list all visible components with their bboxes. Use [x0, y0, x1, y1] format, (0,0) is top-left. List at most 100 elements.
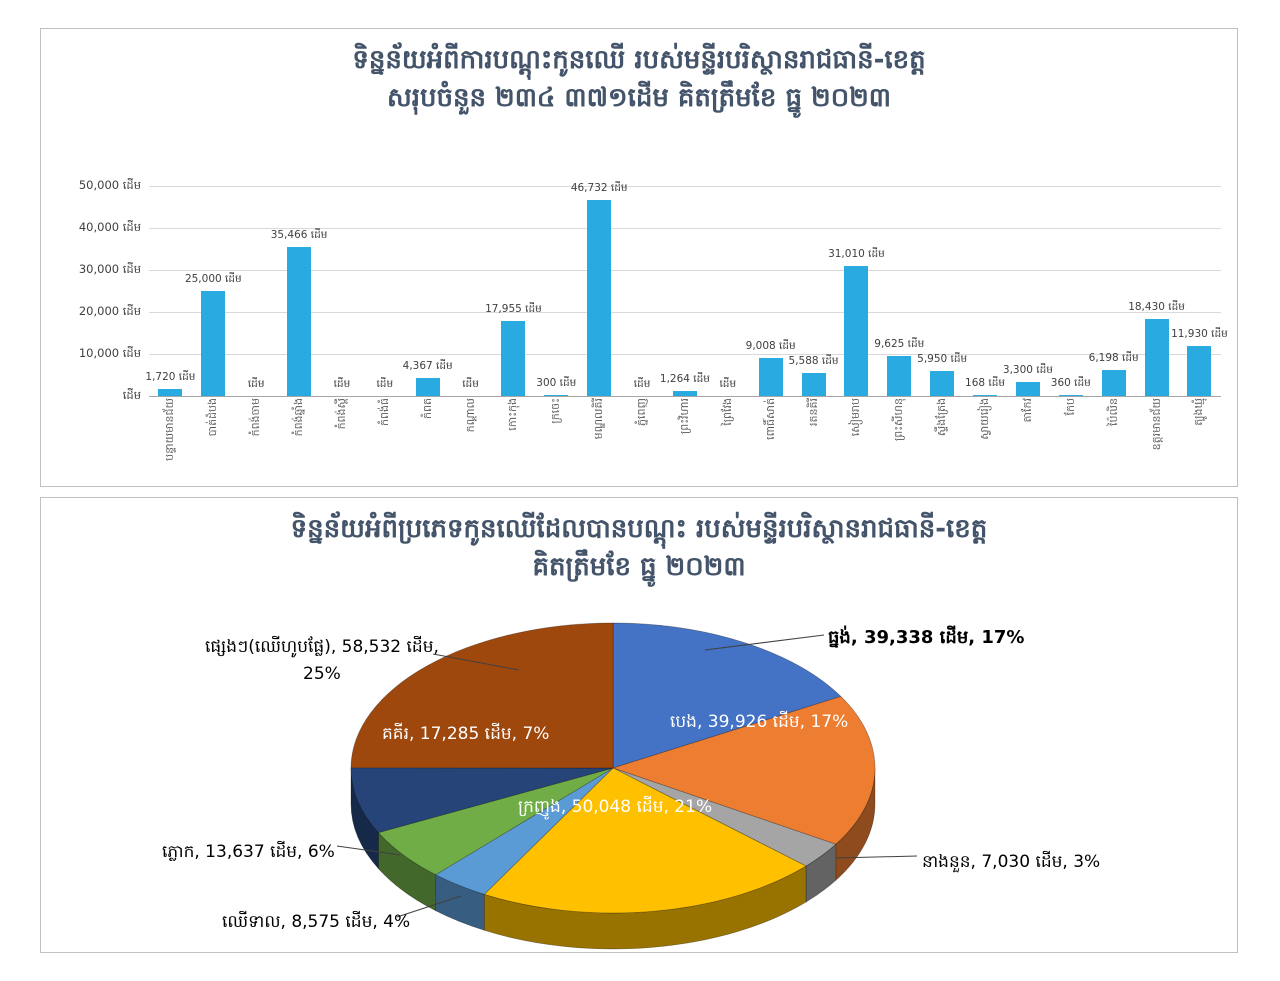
y-tick-label: 10,000 ដើម [78, 346, 141, 360]
y-tick-label: ដើម [122, 388, 141, 402]
bar-value-label: 5,588 ដើម [788, 354, 839, 367]
bar-value-label: 17,955 ដើម [485, 302, 542, 315]
bar-column: ដើម [363, 186, 406, 396]
bar-value-label: 11,930 ដើម [1171, 327, 1228, 340]
pie-slice [612, 622, 842, 769]
y-tick-label: 40,000 ដើម [78, 220, 141, 234]
bar-column: 6,198 ដើម [1089, 186, 1139, 396]
pie-slice [377, 767, 614, 876]
bar-chart-plot: 1,720 ដើម 25,000 ដើម ដើម 35,466 ដើម ដើម ដើម 4,… [145, 182, 1228, 486]
bar-column: 18,430 ដើម [1128, 186, 1185, 396]
x-axis-label: សៀមរាប [849, 398, 863, 437]
x-axis-label: បាត់ដំបង [206, 398, 220, 437]
x-axis-label: ព្រះសីហនុ [892, 398, 906, 442]
bar [973, 395, 998, 396]
bar-column: 1,720 ដើម [145, 186, 195, 396]
x-axis-label: កំពង់ធំ [377, 398, 391, 426]
bar [1015, 382, 1040, 396]
leader-line [336, 845, 401, 856]
pie-slice [612, 767, 837, 867]
x-axis-label: កោះកុង [506, 398, 520, 431]
bar-column: 1,264 ដើម [660, 186, 710, 396]
bar-value-label: 5,950 ដើម [917, 353, 968, 366]
pie-3d-graphic [336, 622, 918, 950]
gridline [149, 396, 1221, 397]
bar-column: 3,300 ដើម [1003, 186, 1053, 396]
leader-line [432, 653, 520, 671]
pie-chart-title: ទិន្នន័យអំពីប្រភេទកូនឈើដែលបានបណ្ដុះ របស់… [290, 514, 988, 544]
bar-column: ដើម [621, 186, 664, 396]
bar-column: 300 ដើម [535, 186, 578, 396]
bar-column: 168 ដើម [964, 186, 1007, 396]
bar-column: 5,588 ដើម [789, 186, 839, 396]
leader-line [835, 855, 918, 859]
bar-column: 11,930 ដើម [1171, 186, 1228, 396]
x-axis-label: កែប [1063, 398, 1077, 416]
x-axis-label: ភ្នំពេញ [635, 398, 649, 426]
bar-value-label: 9,625 ដើម [874, 337, 925, 350]
bar-value-label: 35,466 ដើម [270, 229, 328, 242]
x-axis-label: មណ្ឌលគិរី [592, 398, 606, 440]
y-tick-label: 20,000 ដើម [78, 304, 141, 318]
pie-chart-subtitle: គិតត្រឹមខែ ធ្នូ ២០២៣ [532, 552, 746, 582]
bar-value-label: 25,000 ដើម [184, 273, 242, 285]
bar [1187, 345, 1212, 396]
bar-column: ដើម [706, 186, 749, 396]
bar-value-label: ដើម [247, 378, 265, 390]
x-axis-label: ស្ទឹងត្រែង [935, 398, 949, 437]
x-axis-label: ស្វាយរៀង [978, 398, 992, 440]
x-axis-label: កំពត [420, 398, 434, 419]
bar-value-label: ដើម [633, 378, 651, 390]
bar-chart-bars: 1,720 ដើម 25,000 ដើម ដើម 35,466 ដើម ដើម ដើម 4,… [145, 182, 1228, 396]
bar-value-label: 6,198 ដើម [1088, 351, 1139, 364]
bar-column: 17,955 ដើម [485, 186, 542, 396]
bar-column: 4,367 ដើម [403, 186, 453, 396]
bar-column: 9,008 ដើម [746, 186, 796, 396]
bar-value-label: ដើម [719, 378, 737, 390]
gridline [149, 186, 1221, 187]
x-axis-label: កំពង់ស្ពឺ [334, 398, 348, 430]
leader-line [704, 634, 825, 651]
x-axis-label: ប៉ៃលិន [1106, 398, 1120, 426]
bar-column: 5,950 ដើម [917, 186, 967, 396]
x-axis-label: ពោធិ៍សាត់ [763, 398, 777, 440]
bar-column: ដើម [321, 186, 364, 396]
bar-column: 25,000 ដើម [185, 186, 242, 396]
bar [1058, 394, 1083, 396]
bar [415, 377, 440, 396]
bar-chart-panel: ទិន្នន័យអំពីការបណ្ដុះកូនឈើ របស់មន្ទីរបរិ… [40, 28, 1238, 487]
x-axis-label: កំពង់ឆ្នាំង [292, 398, 306, 437]
bar-value-label: 18,430 ដើម [1128, 300, 1185, 313]
bar [201, 291, 226, 396]
x-axis-label: ព្រះវិហារ [677, 398, 691, 435]
x-axis-label: ត្បូងឃ្មុំ [1192, 398, 1206, 426]
bar [544, 394, 569, 396]
bar-value-label: 46,732 ដើម [570, 181, 628, 194]
bar-value-label: 3,300 ដើម [1002, 364, 1053, 377]
bar [1144, 318, 1169, 396]
bar [887, 355, 912, 396]
bar-column: 360 ដើម [1049, 186, 1092, 396]
x-axis-label: បន្ទាយមានជ័យ [163, 398, 177, 461]
bar [587, 199, 612, 396]
pie-slice [434, 767, 614, 895]
bar-value-label: ដើម [333, 378, 351, 390]
x-axis-label: ក្រចេះ [549, 398, 563, 424]
pie-slice [611, 696, 876, 845]
bar-chart-x-axis-labels: បន្ទាយមានជ័យ បាត់ដំបង កំពង់ចាម កំពង់ឆ្នាំង ក… [149, 398, 1221, 486]
bar [801, 372, 826, 396]
gridline [149, 312, 1221, 313]
gridline [149, 354, 1221, 355]
x-axis-label: រតនគិរី [806, 398, 820, 426]
pie-chart-panel: ទិន្នន័យអំពីប្រភេទកូនឈើដែលបានបណ្ដុះ របស់… [40, 497, 1238, 953]
bar [930, 371, 955, 396]
bar-column: 35,466 ដើម [271, 186, 327, 396]
y-tick-label: 50,000 ដើម [78, 178, 141, 192]
bar-column: ដើម [449, 186, 492, 396]
pie-slice [350, 622, 614, 769]
y-tick-label: 30,000 ដើម [78, 262, 141, 276]
bar [672, 390, 697, 396]
leader-line [396, 895, 462, 918]
bar-value-label: ដើម [376, 378, 394, 390]
